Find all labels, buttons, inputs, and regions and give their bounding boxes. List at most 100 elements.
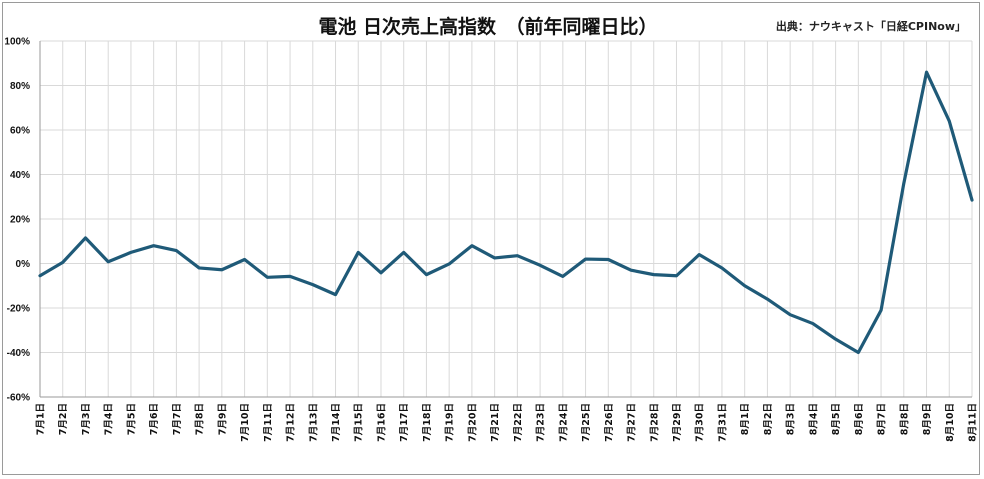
y-tick-label: 40% (10, 170, 30, 181)
x-tick-label: 8月8日 (899, 403, 910, 435)
data-point (698, 253, 701, 256)
chart-source: 出典：ナウキャスト「日経CPINow」 (776, 19, 966, 33)
data-point (175, 249, 178, 252)
data-point (629, 268, 633, 272)
x-tick-label: 7月21日 (490, 403, 501, 442)
x-tick-label: 7月9日 (217, 403, 228, 435)
data-point (857, 351, 860, 354)
x-tick-label: 7月10日 (240, 403, 251, 442)
x-tick-label: 7月24日 (558, 403, 569, 442)
x-tick-label: 7月16日 (376, 403, 387, 442)
data-point (493, 256, 496, 260)
data-point (243, 258, 246, 261)
x-tick-label: 7月13日 (308, 403, 319, 442)
x-tick-label: 7月25日 (581, 403, 592, 442)
data-point (766, 297, 769, 301)
data-point (675, 274, 678, 277)
data-point (84, 236, 87, 240)
x-tick-label: 7月19日 (445, 403, 456, 442)
y-tick-label: 20% (10, 215, 30, 226)
data-point (538, 264, 542, 267)
x-tick-label: 7月4日 (104, 403, 115, 435)
data-point (447, 262, 451, 266)
x-tick-label: 7月8日 (195, 403, 206, 435)
x-tick-label: 7月2日 (58, 403, 69, 435)
x-tick-label: 8月3日 (786, 403, 797, 435)
x-tick-label: 7月31日 (717, 403, 728, 442)
data-point (38, 274, 42, 277)
x-tick-label: 7月18日 (422, 403, 433, 442)
x-tick-label: 8月4日 (808, 403, 819, 435)
data-point (652, 273, 655, 276)
x-tick-label: 7月30日 (695, 403, 706, 442)
x-tick-label: 8月7日 (877, 403, 888, 435)
x-tick-label: 7月17日 (399, 403, 410, 442)
data-point (106, 260, 110, 263)
data-point (834, 337, 837, 341)
x-tick-label: 7月14日 (331, 403, 342, 442)
series-group (38, 70, 974, 355)
y-tick-label: 0% (16, 259, 31, 270)
data-point (607, 258, 610, 261)
y-tick-label: 60% (10, 126, 30, 137)
data-point (970, 198, 974, 202)
data-point (561, 275, 565, 278)
grid-lines (39, 40, 973, 398)
y-tick-label: -40% (7, 348, 30, 359)
x-tick-label: 7月27日 (627, 403, 638, 442)
y-tick-label: -60% (7, 393, 30, 404)
x-tick-label: 7月28日 (649, 403, 660, 442)
data-point (152, 244, 155, 247)
data-point (743, 284, 746, 287)
data-point (197, 266, 201, 270)
x-tick-label: 7月15日 (354, 403, 365, 442)
x-tick-label: 7月12日 (286, 403, 297, 442)
x-tick-label: 7月20日 (467, 403, 478, 442)
x-tick-label: 7月3日 (81, 403, 92, 435)
x-tick-label: 7月1日 (36, 403, 47, 435)
data-point (425, 273, 428, 276)
data-point (129, 251, 133, 254)
x-tick-label: 7月6日 (149, 403, 160, 435)
data-point (288, 275, 292, 278)
x-tick-label: 7月5日 (126, 403, 137, 435)
chart-title: 電池 日次売上高指数 （前年同曜日比） (318, 15, 657, 38)
data-point (379, 271, 383, 275)
series-line (38, 70, 974, 355)
data-point (516, 254, 519, 257)
data-point (584, 257, 587, 261)
x-tick-label: 7月26日 (604, 403, 615, 442)
data-point (334, 293, 337, 296)
data-point (811, 322, 815, 325)
data-point (220, 268, 224, 271)
y-tick-label: 100% (4, 37, 30, 48)
y-axis-ticks: -60% -40% -20% 0% 20% 40% 60% 80% 100% (4, 37, 30, 404)
data-point (788, 313, 792, 316)
data-point (948, 119, 951, 123)
y-tick-label: 80% (10, 81, 30, 92)
data-point (879, 309, 883, 312)
data-point (720, 266, 724, 270)
x-tick-label: 8月1日 (740, 403, 751, 435)
x-tick-label: 7月23日 (536, 403, 547, 442)
x-axis-ticks: 7月1日 7月2日 7月3日 7月4日 7月5日 7月6日 7月7日 7月8日 7月9日 7月10… (36, 403, 979, 442)
data-point (357, 251, 360, 254)
data-point (266, 276, 269, 279)
x-tick-label: 7月11日 (263, 403, 274, 442)
data-point (402, 251, 405, 254)
x-tick-label: 8月10日 (945, 403, 956, 442)
data-point (902, 182, 906, 185)
y-tick-label: -20% (7, 304, 30, 315)
data-point (925, 70, 928, 74)
x-tick-label: 8月5日 (831, 403, 842, 435)
data-point (61, 261, 64, 264)
x-tick-label: 7月7日 (172, 403, 183, 435)
x-tick-label: 8月6日 (854, 403, 865, 435)
data-point (470, 244, 474, 247)
x-tick-label: 7月29日 (672, 403, 683, 442)
x-tick-label: 8月2日 (763, 403, 774, 435)
x-tick-label: 8月11日 (968, 403, 979, 442)
data-point (311, 283, 314, 286)
